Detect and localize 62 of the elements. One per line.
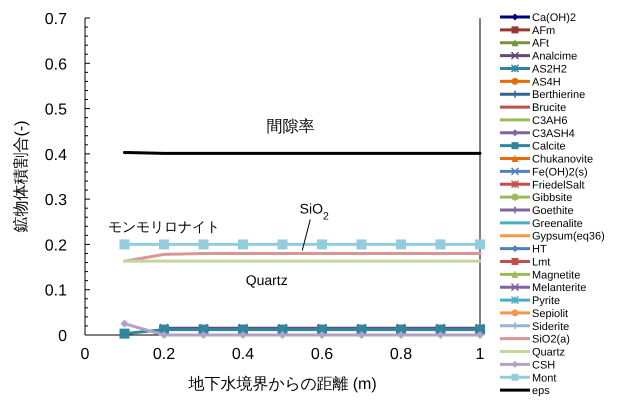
annotation: 間隙率	[266, 117, 314, 136]
annotation: SiO$_{2}$	[300, 200, 329, 222]
point	[436, 239, 446, 250]
point	[120, 320, 128, 328]
legend-label: eps	[532, 385, 550, 398]
y-tick-label: 0.5	[44, 102, 68, 119]
legend-label: Brucite	[532, 102, 566, 114]
y-tick-label: 0.7	[44, 11, 68, 28]
x-axis-title: 地下水境界からの距離 (m)	[187, 375, 377, 393]
point	[198, 239, 208, 250]
annotation: モンモリロナイト	[108, 218, 220, 234]
y-tick-label: 0.6	[44, 56, 68, 74]
legend-label: C3ASH4	[532, 128, 575, 140]
point	[317, 239, 327, 250]
legend-label: HT	[532, 244, 547, 256]
point	[120, 328, 130, 339]
legend-label: Fe(OH)2(s)	[532, 166, 588, 178]
y-tick-label: 0.3	[44, 192, 68, 210]
legend-label: Sepiolit	[532, 308, 568, 320]
legend-label: Mont	[532, 372, 556, 384]
x-tick-label: 0.8	[390, 346, 412, 363]
y-axis-title: 鉱物体積割合(-)	[12, 120, 30, 232]
legend-label: C3AH6	[532, 114, 568, 127]
legend-label: Lmt	[532, 256, 550, 268]
point	[278, 239, 288, 250]
legend-label: Gibbsite	[532, 192, 572, 204]
legend-label: CSH	[532, 359, 556, 372]
legend-label: AS4H	[532, 76, 561, 88]
legend-label: Gypsum(eq36)	[532, 230, 605, 243]
legend-label: AS2H2	[532, 63, 567, 76]
point	[159, 239, 169, 250]
y-tick-label: 0.1	[44, 282, 68, 300]
x-tick-label: 0.4	[232, 346, 254, 363]
annotation: Quartz	[246, 272, 288, 288]
y-tick-label: 0.2	[44, 237, 68, 254]
point	[120, 239, 130, 250]
legend-label: Goethite	[532, 205, 574, 217]
legend-label: FriedelSalt	[532, 179, 585, 192]
point	[238, 239, 248, 250]
legend-label: AFt	[532, 38, 550, 50]
legend-label: Melanterite	[532, 282, 586, 294]
legend-label: Chukanovite	[532, 154, 594, 166]
legend-label: Quartz	[532, 346, 566, 359]
x-tick-label: 1	[476, 346, 485, 363]
legend-label: Siderite	[532, 320, 570, 333]
point	[475, 239, 485, 250]
x-tick-label: 0.2	[152, 346, 176, 363]
point	[356, 239, 366, 250]
x-tick-label: 0	[80, 346, 90, 363]
legend-label: Analcime	[532, 50, 578, 63]
legend-label: Magnetite	[532, 269, 580, 282]
y-tick-label: 0	[58, 328, 68, 345]
legend-label: Ca(OH)2	[532, 12, 576, 24]
legend-label: Greenalite	[532, 218, 583, 230]
y-tick-label: 0.4	[44, 146, 68, 164]
point	[396, 239, 406, 250]
legend-label: SiO2(a)	[532, 334, 570, 346]
legend-label: AFm	[532, 24, 556, 37]
legend-label: Calcite	[532, 140, 566, 153]
legend-label: Berthierine	[532, 89, 586, 102]
x-tick-label: 0.6	[310, 346, 334, 363]
legend-label: Pyrite	[532, 295, 560, 308]
